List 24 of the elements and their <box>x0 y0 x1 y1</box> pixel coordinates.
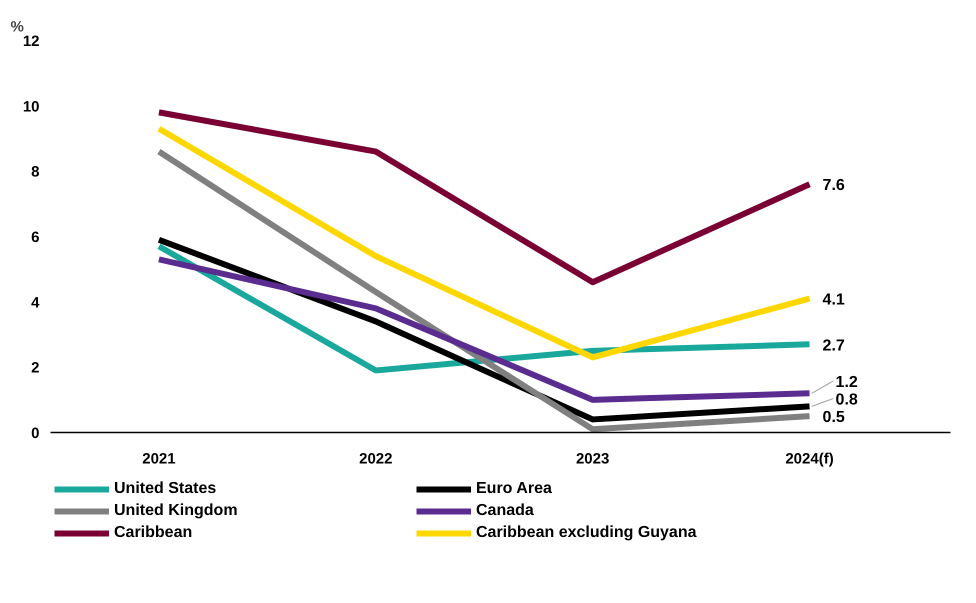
y-tick-label: 10 <box>22 98 40 116</box>
data-label: 0.5 <box>822 409 845 426</box>
y-tick-label: 6 <box>31 229 40 246</box>
legend-label: Caribbean excluding Guyana <box>476 523 698 543</box>
y-tick-label: 0 <box>31 425 40 442</box>
data-label: 1.2 <box>836 374 858 391</box>
x-tick-label: 2022 <box>359 450 392 468</box>
data-label: 4.1 <box>822 292 845 309</box>
x-tick-label: 2024(f) <box>785 450 834 468</box>
legend-label: Euro Area <box>476 479 553 499</box>
y-axis-title: % <box>10 18 24 36</box>
legend-label: United States <box>114 479 218 499</box>
legend-label: Canada <box>476 501 535 521</box>
x-tick-label: 2021 <box>142 450 176 468</box>
data-label: 2.7 <box>822 337 845 354</box>
y-tick-label: 12 <box>22 33 40 50</box>
y-tick-label: 4 <box>31 294 40 312</box>
data-label: 7.6 <box>822 177 845 194</box>
legend-label: Caribbean <box>114 523 194 543</box>
y-tick-label: 8 <box>31 164 40 181</box>
x-tick-label: 2023 <box>576 450 610 468</box>
y-tick-label: 2 <box>31 360 40 377</box>
legend-label: United Kingdom <box>114 501 239 521</box>
data-label: 0.8 <box>836 392 858 409</box>
